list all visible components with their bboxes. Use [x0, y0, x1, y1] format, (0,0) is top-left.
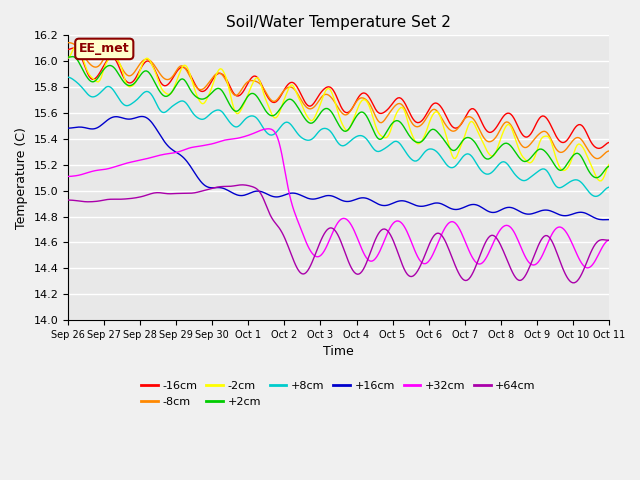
Line: +2cm: +2cm: [68, 57, 609, 178]
+8cm: [575, 178, 582, 183]
Text: EE_met: EE_met: [79, 42, 129, 55]
+16cm: [245, 191, 253, 196]
+64cm: [605, 238, 612, 243]
+64cm: [578, 271, 586, 276]
-2cm: [596, 178, 604, 184]
+2cm: [593, 175, 601, 180]
+64cm: [302, 270, 310, 276]
Legend: -16cm, -8cm, -2cm, +2cm, +8cm, +16cm, +32cm, +64cm: -16cm, -8cm, -2cm, +2cm, +8cm, +16cm, +3…: [137, 377, 540, 411]
-2cm: [302, 112, 310, 118]
Line: +16cm: +16cm: [68, 117, 609, 220]
-2cm: [64, 55, 72, 61]
-8cm: [575, 135, 582, 141]
Line: -8cm: -8cm: [68, 43, 609, 158]
-2cm: [245, 89, 253, 95]
+32cm: [302, 239, 310, 245]
+32cm: [64, 174, 72, 180]
-8cm: [301, 102, 308, 108]
+16cm: [600, 217, 608, 223]
+8cm: [225, 119, 233, 125]
+16cm: [254, 188, 262, 194]
-16cm: [64, 47, 72, 52]
-2cm: [132, 79, 140, 84]
+32cm: [584, 265, 591, 271]
+64cm: [570, 280, 578, 286]
-16cm: [227, 85, 235, 91]
+2cm: [245, 92, 253, 98]
+16cm: [227, 189, 235, 195]
+2cm: [605, 164, 612, 169]
Line: -2cm: -2cm: [68, 46, 609, 181]
-2cm: [577, 142, 584, 147]
-8cm: [244, 79, 252, 85]
+32cm: [225, 136, 233, 142]
Line: -16cm: -16cm: [68, 48, 609, 148]
-16cm: [132, 75, 140, 81]
+16cm: [605, 217, 612, 223]
+16cm: [577, 209, 584, 215]
-8cm: [64, 40, 72, 46]
+32cm: [244, 133, 252, 139]
+16cm: [302, 195, 310, 201]
-16cm: [595, 145, 602, 151]
+2cm: [64, 54, 72, 60]
-16cm: [254, 75, 262, 81]
+2cm: [132, 79, 140, 84]
-2cm: [254, 75, 262, 81]
+64cm: [254, 187, 262, 193]
-16cm: [605, 140, 612, 145]
+2cm: [69, 54, 77, 60]
-8cm: [593, 156, 601, 161]
+64cm: [245, 183, 253, 189]
-16cm: [302, 101, 310, 107]
+8cm: [64, 74, 72, 80]
+8cm: [253, 115, 260, 121]
Line: +32cm: +32cm: [68, 129, 609, 268]
+32cm: [264, 126, 272, 132]
X-axis label: Time: Time: [323, 345, 354, 359]
+2cm: [577, 152, 584, 158]
Line: +64cm: +64cm: [68, 185, 609, 283]
Title: Soil/Water Temperature Set 2: Soil/Water Temperature Set 2: [226, 15, 451, 30]
+16cm: [64, 125, 72, 131]
+8cm: [301, 136, 308, 142]
-8cm: [253, 79, 260, 84]
+64cm: [131, 195, 138, 201]
-2cm: [605, 162, 612, 168]
+8cm: [131, 99, 138, 105]
-8cm: [225, 84, 233, 90]
-16cm: [245, 79, 253, 84]
+16cm: [138, 114, 146, 120]
+2cm: [254, 95, 262, 101]
-2cm: [227, 94, 235, 99]
+32cm: [131, 158, 138, 164]
-16cm: [577, 122, 584, 128]
-16cm: [70, 45, 78, 51]
+8cm: [244, 115, 252, 120]
+2cm: [302, 117, 310, 123]
+32cm: [605, 237, 612, 243]
+8cm: [591, 193, 599, 199]
+32cm: [577, 258, 584, 264]
-8cm: [605, 148, 612, 154]
+8cm: [605, 184, 612, 190]
+16cm: [131, 115, 138, 121]
+64cm: [225, 183, 233, 189]
+64cm: [239, 182, 246, 188]
-2cm: [72, 43, 79, 49]
-8cm: [131, 69, 138, 75]
Y-axis label: Temperature (C): Temperature (C): [15, 127, 28, 228]
+2cm: [227, 104, 235, 109]
+32cm: [253, 129, 260, 135]
Line: +8cm: +8cm: [68, 77, 609, 196]
+64cm: [64, 197, 72, 203]
